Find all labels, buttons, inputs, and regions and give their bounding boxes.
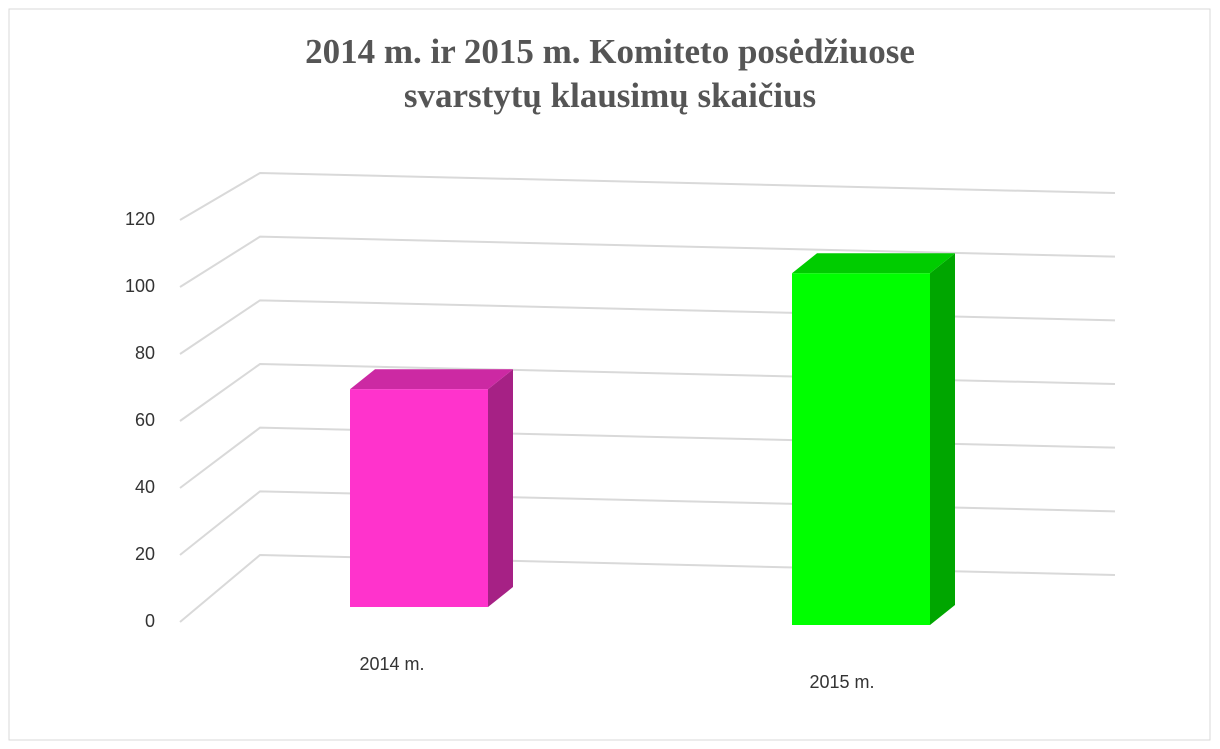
grid-line — [179, 490, 1116, 556]
y-tick-label: 120 — [125, 209, 155, 229]
bar-top — [350, 369, 513, 390]
x-tick-label: 2015 m. — [809, 672, 874, 692]
bar-side — [930, 253, 955, 625]
x-tick-label: 2014 m. — [359, 654, 424, 674]
grid-line — [179, 362, 1116, 422]
grid-line — [179, 426, 1116, 489]
grid-line — [179, 171, 1116, 221]
y-tick-label: 80 — [135, 343, 155, 363]
bar-top — [792, 253, 955, 274]
y-tick-label: 60 — [135, 410, 155, 430]
bar-front — [792, 273, 930, 625]
bar-front — [350, 389, 488, 607]
y-tick-label: 40 — [135, 477, 155, 497]
y-tick-label: 20 — [135, 544, 155, 564]
bar — [350, 369, 513, 607]
bar — [792, 253, 955, 625]
y-tick-label: 100 — [125, 276, 155, 296]
y-tick-label: 0 — [145, 611, 155, 631]
bar-side — [488, 369, 513, 607]
chart-frame — [8, 8, 1211, 741]
chart-title: 2014 m. ir 2015 m. Komiteto posėdžiuose … — [305, 32, 915, 115]
grid-line — [179, 235, 1116, 288]
grid-line — [179, 299, 1116, 355]
grid-line — [179, 553, 1116, 623]
